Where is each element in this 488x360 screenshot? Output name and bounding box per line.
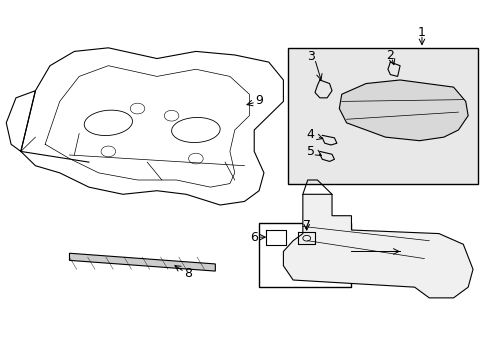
- Text: 9: 9: [255, 94, 263, 107]
- Text: 1: 1: [417, 26, 425, 39]
- Text: 4: 4: [306, 128, 314, 141]
- Polygon shape: [69, 253, 215, 271]
- Bar: [259, 223, 351, 287]
- Text: 7: 7: [302, 219, 310, 232]
- Text: 6: 6: [250, 231, 258, 244]
- Text: 5: 5: [306, 145, 314, 158]
- Bar: [287, 48, 477, 184]
- Text: 8: 8: [184, 267, 192, 280]
- Polygon shape: [283, 194, 472, 298]
- Polygon shape: [339, 80, 467, 141]
- Text: 2: 2: [386, 49, 393, 62]
- Text: 3: 3: [306, 50, 314, 63]
